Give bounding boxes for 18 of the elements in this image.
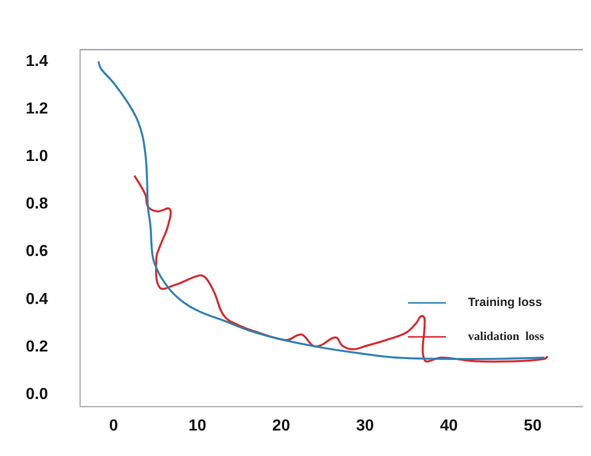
y-tick-label: 0.2 [26,338,48,356]
legend-label: Training loss [468,295,542,310]
y-tick-label: 1.0 [26,148,48,166]
y-tick-label: 1.4 [26,52,48,70]
line-series [133,174,549,363]
x-tick-label: 0 [109,417,118,434]
x-tick-label: 40 [440,417,458,434]
x-tick-label: 20 [272,417,290,434]
y-tick-label: 0.8 [26,196,48,213]
y-tick-label: 1.2 [26,100,48,118]
x-tick-label: 10 [188,417,206,434]
line-series [97,60,546,360]
x-tick-label: 50 [524,417,542,434]
y-tick-label: 0.4 [26,290,48,308]
y-tick-label: 0.0 [26,386,48,403]
x-tick-label: 30 [356,417,374,434]
y-tick-label: 0.6 [26,243,48,260]
legend-label: validation loss [468,329,544,344]
